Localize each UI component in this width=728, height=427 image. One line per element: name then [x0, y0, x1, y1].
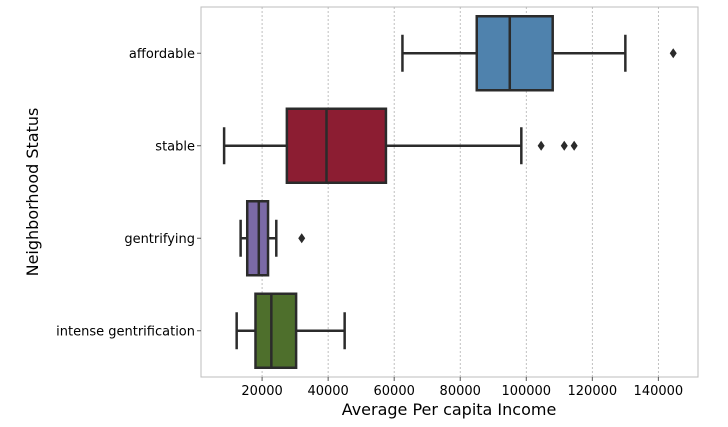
iqr-box — [254, 292, 298, 369]
outlier-point — [560, 140, 568, 151]
x-axis-label: Average Per capita Income — [342, 400, 557, 419]
x-ticks: 20000 40000 60000 80000 100000 120000 140000 — [241, 377, 683, 399]
box-group-stable — [222, 107, 578, 184]
iqr-box — [475, 15, 554, 92]
box-group-gentrifying — [239, 200, 306, 277]
y-axis-label: Neighborhood Status — [23, 108, 42, 277]
x-tick-label: 20000 — [241, 384, 282, 399]
box-group-intense-gentrification — [235, 292, 346, 369]
x-tick-label: 80000 — [440, 384, 481, 399]
x-tick-label: 100000 — [501, 384, 551, 399]
outlier-point — [570, 140, 578, 151]
y-ticks: affordable stable gentrifying intense gentr… — [56, 47, 201, 339]
y-tick-label: affordable — [129, 47, 195, 62]
x-tick-label: 60000 — [374, 384, 415, 399]
outlier-point — [669, 48, 677, 59]
y-tick-label: gentrifying — [124, 232, 195, 247]
x-tick-label: 140000 — [634, 384, 684, 399]
y-tick-label: stable — [155, 139, 195, 154]
iqr-box — [285, 107, 388, 184]
x-tick-label: 40000 — [307, 384, 348, 399]
y-tick-label: intense gentrification — [56, 324, 195, 339]
outlier-point — [298, 233, 306, 244]
outlier-point — [537, 140, 545, 151]
x-tick-label: 120000 — [568, 384, 618, 399]
box-group-affordable — [401, 15, 677, 92]
boxes — [222, 15, 677, 369]
